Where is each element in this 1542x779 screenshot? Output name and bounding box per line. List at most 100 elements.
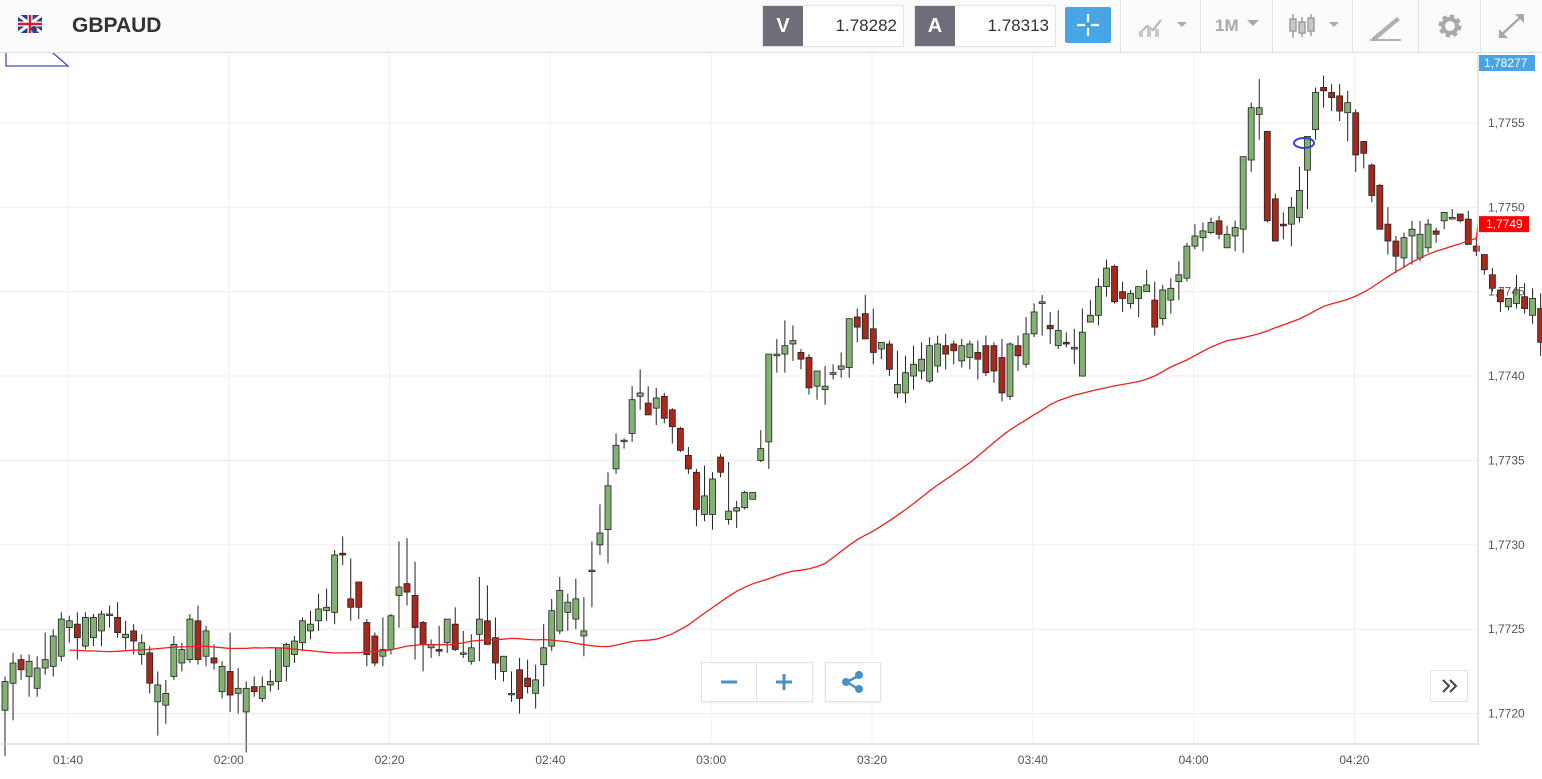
candle-up xyxy=(1312,87,1319,140)
candle-body xyxy=(974,352,982,360)
candle-body xyxy=(1497,289,1504,303)
x-tick-label: 03:20 xyxy=(857,753,887,767)
candle-up xyxy=(829,364,837,380)
candle-down xyxy=(226,632,234,712)
candle-body xyxy=(1360,141,1368,154)
candle-down xyxy=(950,340,958,365)
candle-up xyxy=(41,632,49,675)
x-tick-label: 02:20 xyxy=(375,753,405,767)
candle-up xyxy=(1143,269,1151,293)
candles-button[interactable] xyxy=(1272,0,1353,52)
candle-body xyxy=(1456,213,1464,222)
candle-up xyxy=(1087,300,1094,323)
candles-icon xyxy=(1289,14,1339,38)
share-button[interactable] xyxy=(825,662,881,702)
candle-body xyxy=(57,618,65,657)
draw-tools-button[interactable] xyxy=(1352,0,1419,52)
candle-body xyxy=(990,345,998,372)
candle-body xyxy=(886,343,893,370)
x-tick-label: 04:20 xyxy=(1339,753,1369,767)
candle-body xyxy=(829,372,837,375)
candle-body xyxy=(218,665,226,693)
candle-up xyxy=(1022,316,1030,368)
candle-body xyxy=(717,456,724,473)
candle-up xyxy=(1416,220,1424,262)
candle-body xyxy=(1263,130,1271,222)
candle-up xyxy=(500,655,507,682)
candle-up xyxy=(475,576,483,662)
candle-body xyxy=(1119,291,1126,299)
zoom-in-button[interactable] xyxy=(757,663,812,701)
candle-down xyxy=(1368,163,1376,203)
candle-up xyxy=(934,335,942,373)
candle-body xyxy=(749,492,757,500)
candle-up xyxy=(106,605,113,628)
sell-price-box[interactable]: V 1.78282 xyxy=(762,5,904,47)
candle-body xyxy=(25,660,33,677)
candle-up xyxy=(90,614,97,647)
candle-down xyxy=(1279,212,1287,240)
candle-body xyxy=(1255,107,1263,115)
candle-up xyxy=(266,669,274,692)
candle-body xyxy=(1336,95,1344,112)
candle-up xyxy=(1135,286,1143,317)
fullscreen-button[interactable] xyxy=(1480,0,1542,52)
candle-up xyxy=(620,438,628,449)
candle-body xyxy=(1464,218,1472,245)
candle-up xyxy=(1030,303,1038,338)
candle-body xyxy=(821,385,829,390)
selected-point-marker[interactable] xyxy=(1293,137,1315,149)
candle-up xyxy=(1167,278,1175,314)
x-tick-label: 02:40 xyxy=(535,753,565,767)
zoom-out-button[interactable] xyxy=(702,663,757,701)
x-tick-label: 03:00 xyxy=(696,753,726,767)
timeframe-button[interactable]: 1M xyxy=(1200,0,1273,52)
candle-body xyxy=(524,677,531,688)
candle-down xyxy=(1215,215,1223,240)
candle-up xyxy=(82,612,89,650)
candle-body xyxy=(1513,289,1520,304)
candle-body xyxy=(1352,112,1360,156)
candle-body xyxy=(323,606,331,612)
crosshair-button[interactable] xyxy=(1065,7,1111,43)
candle-up xyxy=(1513,274,1520,309)
candle-down xyxy=(1111,264,1118,304)
candle-body xyxy=(186,618,194,661)
candle-body xyxy=(540,647,548,666)
candle-body xyxy=(1239,156,1247,230)
candle-body xyxy=(1376,184,1384,230)
scroll-to-latest-button[interactable] xyxy=(1430,670,1468,702)
candle-up xyxy=(1191,224,1199,250)
candle-up xyxy=(1239,156,1247,253)
candle-down xyxy=(1376,183,1384,230)
candle-body xyxy=(73,623,81,639)
y-tick-label: 1,7755 xyxy=(1488,116,1525,130)
candle-body xyxy=(363,622,371,655)
candle-down xyxy=(982,335,990,377)
candle-body xyxy=(1070,346,1078,350)
buy-price-box[interactable]: A 1.78313 xyxy=(914,5,1056,47)
candle-body xyxy=(1247,107,1255,161)
candle-body xyxy=(508,692,515,696)
candle-up xyxy=(1288,197,1295,247)
candle-body xyxy=(652,397,660,409)
candle-up xyxy=(652,387,660,426)
candle-down xyxy=(371,632,379,667)
fullscreen-icon xyxy=(1498,14,1524,38)
candle-body xyxy=(162,692,170,706)
candle-body xyxy=(789,340,797,345)
zoom-controls xyxy=(701,662,813,702)
candle-down xyxy=(1352,109,1360,172)
candle-down xyxy=(942,333,950,370)
candle-up xyxy=(1440,211,1448,230)
candle-up xyxy=(49,629,57,677)
chart-grid xyxy=(0,52,1478,744)
candle-body xyxy=(1489,274,1496,289)
candle-up xyxy=(186,614,194,663)
chart-type-button[interactable] xyxy=(1120,0,1201,52)
candle-up xyxy=(443,618,451,653)
candle-body xyxy=(1537,308,1542,343)
candle-up xyxy=(1,676,9,756)
settings-button[interactable] xyxy=(1418,0,1481,52)
